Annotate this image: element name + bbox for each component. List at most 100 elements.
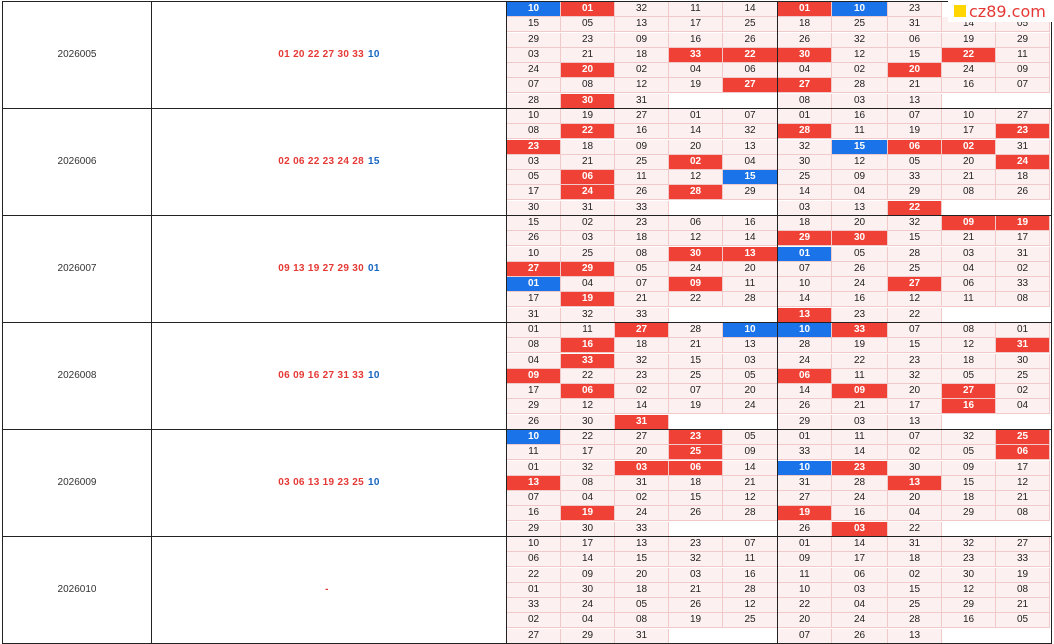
number-cell: 21 <box>561 48 615 63</box>
number-cell: 25 <box>669 369 723 384</box>
number-cell: 27 <box>507 629 561 644</box>
number-cell: 05 <box>723 369 778 384</box>
number-cell: 18 <box>942 354 996 369</box>
number-cell: 18 <box>888 552 942 567</box>
number-cell: 16 <box>832 109 888 124</box>
number-cell: 19 <box>669 613 723 628</box>
number-cell: 07 <box>778 262 832 277</box>
number-cell: 29 <box>942 598 996 613</box>
number-cell: 06 <box>561 170 615 185</box>
number-cell: 33 <box>615 522 669 537</box>
number-cell: 24 <box>723 399 778 414</box>
number-cell: 01 <box>778 430 832 445</box>
number-cell: 32 <box>942 430 996 445</box>
number-cell: 24 <box>561 185 615 200</box>
number-cell: 02 <box>615 384 669 399</box>
red-balls: - <box>325 584 329 595</box>
number-cell: 31 <box>996 140 1050 155</box>
number-cell: 13 <box>888 94 942 109</box>
number-cell: 13 <box>615 537 669 552</box>
number-cell: 30 <box>778 155 832 170</box>
number-cell: 28 <box>888 247 942 262</box>
number-cell: 05 <box>723 430 778 445</box>
number-cell: 08 <box>942 185 996 200</box>
number-cell: 16 <box>942 613 996 628</box>
number-cell: 08 <box>561 476 615 491</box>
number-cell: 29 <box>507 399 561 414</box>
number-cell: 32 <box>561 461 615 476</box>
number-cell: 06 <box>996 445 1050 460</box>
number-cell: 02 <box>561 216 615 231</box>
number-cell: 12 <box>832 48 888 63</box>
number-cell: 20 <box>723 262 778 277</box>
number-cell: 20 <box>888 491 942 506</box>
number-cell: 28 <box>888 613 942 628</box>
number-cell: 15 <box>669 491 723 506</box>
number-cell: 17 <box>832 552 888 567</box>
number-cell: 17 <box>507 185 561 200</box>
number-cell: 31 <box>615 94 669 109</box>
number-cell: 06 <box>669 461 723 476</box>
number-cell <box>942 522 996 537</box>
number-cell: 09 <box>832 384 888 399</box>
number-cell: 15 <box>888 338 942 353</box>
number-cell: 03 <box>832 583 888 598</box>
number-cell: 06 <box>832 568 888 583</box>
number-cell: 12 <box>996 476 1050 491</box>
blue-ball: 10 <box>368 49 380 60</box>
issue-number: 2026009 <box>57 477 97 488</box>
number-cell: 24 <box>832 277 888 292</box>
number-cell: 24 <box>996 155 1050 170</box>
number-cell: 12 <box>723 598 778 613</box>
number-cell: 07 <box>888 109 942 124</box>
number-cell: 20 <box>888 384 942 399</box>
number-cell: 26 <box>669 506 723 521</box>
draw-numbers: 01 20 22 27 30 33 10 <box>152 1 506 108</box>
number-cell: 03 <box>832 94 888 109</box>
number-cell: 23 <box>615 369 669 384</box>
number-cell: 29 <box>778 231 832 246</box>
number-cell: 19 <box>778 506 832 521</box>
number-cell: 26 <box>832 629 888 644</box>
number-cell: 12 <box>942 583 996 598</box>
number-cell: 02 <box>832 63 888 78</box>
number-cell: 01 <box>507 583 561 598</box>
number-cell: 25 <box>778 170 832 185</box>
number-cell: 21 <box>888 78 942 93</box>
number-cell: 29 <box>723 185 778 200</box>
number-cell: 31 <box>888 537 942 552</box>
number-cell: 08 <box>561 78 615 93</box>
number-cell: 33 <box>669 48 723 63</box>
number-cell: 29 <box>888 185 942 200</box>
number-cell: 03 <box>723 354 778 369</box>
number-cell: 16 <box>942 399 996 414</box>
number-cell: 09 <box>778 552 832 567</box>
number-cell: 14 <box>778 185 832 200</box>
number-cell: 19 <box>888 124 942 139</box>
number-cell <box>723 522 778 537</box>
number-cell: 02 <box>996 262 1050 277</box>
number-cell: 30 <box>561 522 615 537</box>
number-cell <box>669 94 723 109</box>
number-cell: 09 <box>669 277 723 292</box>
number-cell: 10 <box>507 109 561 124</box>
number-cell: 19 <box>561 109 615 124</box>
number-cell: 03 <box>561 231 615 246</box>
number-cell: 09 <box>942 461 996 476</box>
number-cell: 30 <box>888 461 942 476</box>
number-cell: 05 <box>507 170 561 185</box>
number-cell: 20 <box>942 155 996 170</box>
row-divider <box>2 1 1052 2</box>
col-divider <box>777 1 778 643</box>
number-cell: 10 <box>507 2 561 17</box>
number-cell: 03 <box>778 201 832 216</box>
number-cell: 04 <box>669 63 723 78</box>
number-cell: 22 <box>888 308 942 323</box>
number-cell: 18 <box>615 231 669 246</box>
number-cell: 22 <box>888 201 942 216</box>
number-cell: 20 <box>723 384 778 399</box>
number-cell: 20 <box>561 63 615 78</box>
number-cell: 33 <box>507 598 561 613</box>
number-cell: 30 <box>507 201 561 216</box>
number-cell: 16 <box>832 292 888 307</box>
